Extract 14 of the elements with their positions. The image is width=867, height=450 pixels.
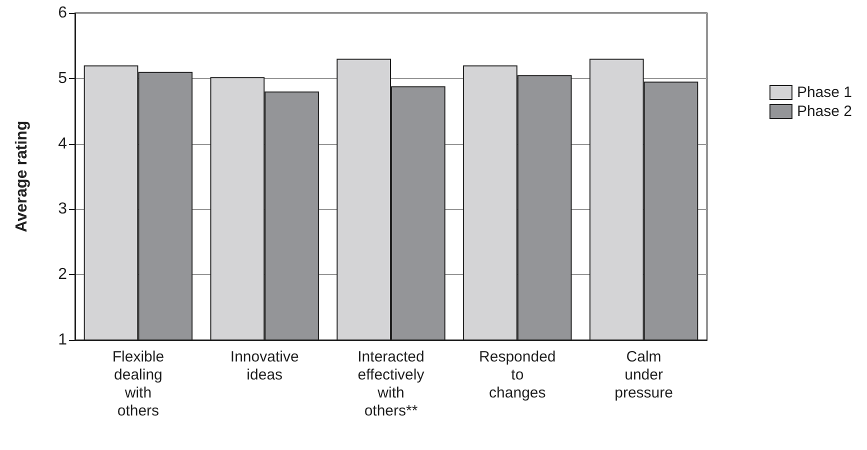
x-tick-label: Calm under pressure	[614, 348, 673, 402]
y-tick-label: 6	[58, 4, 68, 22]
x-tick-label: Innovative ideas	[230, 348, 299, 384]
y-tick-label: 4	[58, 135, 68, 152]
legend-label: Phase 2	[796, 103, 852, 120]
y-tick-label: 2	[58, 266, 68, 284]
y-tick-label: 5	[58, 70, 68, 87]
y-tick-label: 3	[58, 200, 68, 218]
y-axis-title: Average rating	[14, 120, 30, 232]
y-tick-label: 1	[58, 332, 68, 348]
x-tick-label: Interacted effectively with others**	[358, 348, 425, 420]
x-tick-label: Flexible dealing with others	[112, 348, 164, 420]
x-tick-label: Responded to changes	[479, 348, 556, 402]
legend-label: Phase 1	[796, 84, 852, 101]
